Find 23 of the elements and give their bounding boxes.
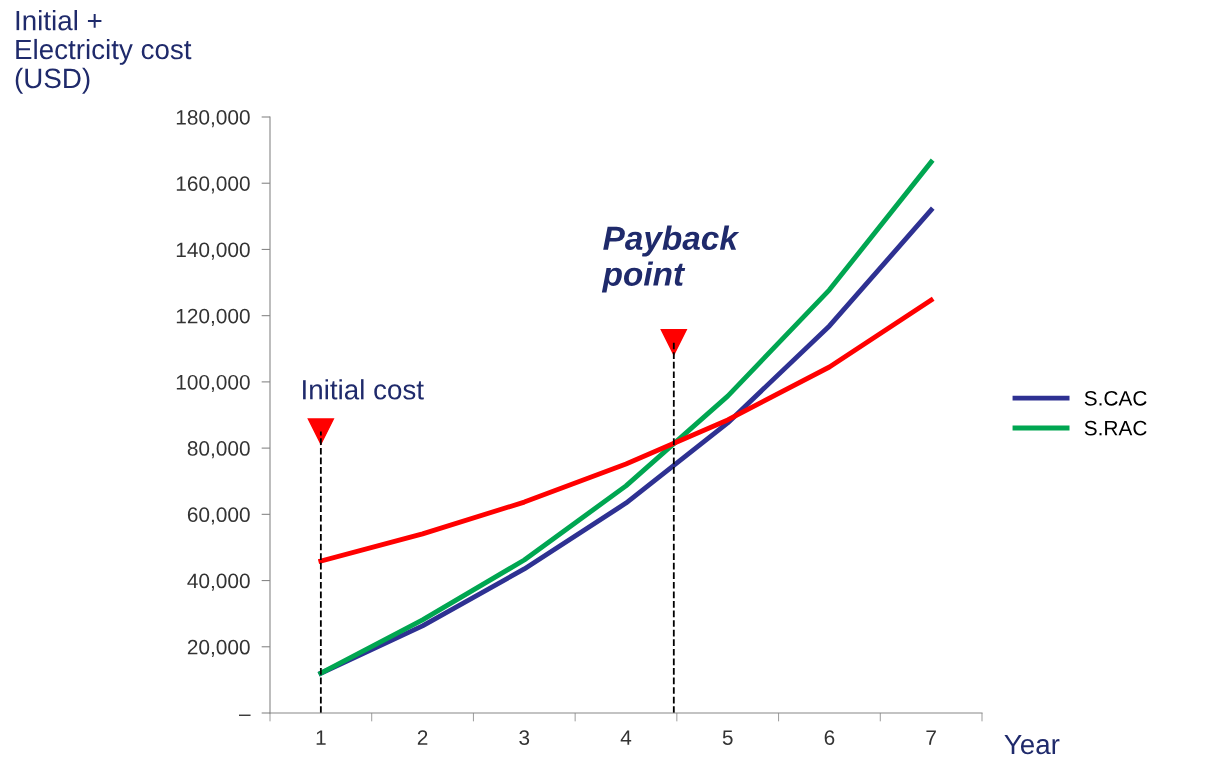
x-tick-label: 3 <box>519 730 530 745</box>
y-axis-title: Initial + Electricity cost (USD) <box>15 10 192 94</box>
y-tick-label: 80,000 <box>187 441 250 459</box>
y-tick-label: 100,000 <box>176 374 250 393</box>
x-tick-label: 6 <box>824 730 835 745</box>
legend-label: S.CAC <box>1084 390 1147 406</box>
y-tick-label: – <box>238 714 251 716</box>
y-tick-label: 160,000 <box>176 176 250 194</box>
x-axis-title: Year <box>1004 734 1060 755</box>
x-tick-label: 2 <box>417 730 428 745</box>
y-tick-label: 180,000 <box>176 110 250 128</box>
x-tick-label: 1 <box>316 730 326 745</box>
x-tick-label: 7 <box>926 730 936 745</box>
annotation: Payback point <box>601 225 740 293</box>
y-tick-label: 120,000 <box>176 308 250 326</box>
y-tick-label: 40,000 <box>187 573 250 591</box>
y-tick-label: 140,000 <box>176 242 250 260</box>
x-tick-label: 4 <box>620 730 632 745</box>
y-tick-label: 60,000 <box>187 507 250 525</box>
x-tick-label: 5 <box>722 730 733 745</box>
legend-label: S.RAC <box>1084 420 1147 436</box>
annotation: Initial cost <box>303 379 424 400</box>
y-tick-label: 20,000 <box>187 639 250 657</box>
